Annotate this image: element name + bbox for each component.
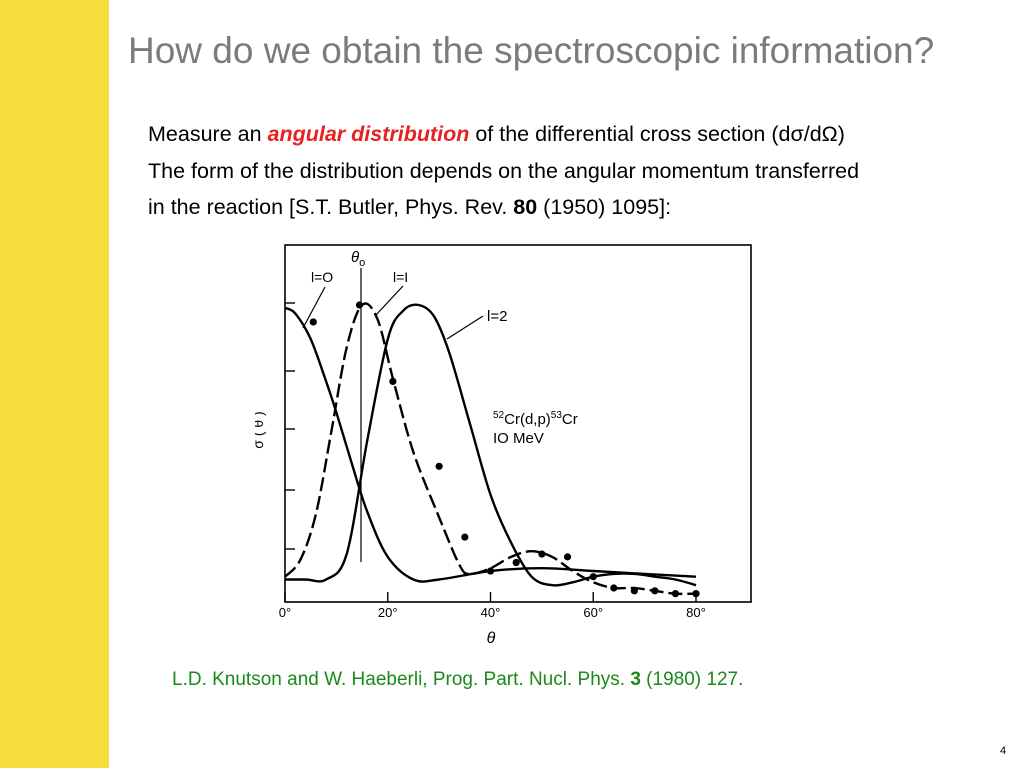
curves	[284, 302, 697, 596]
highlighted-term: angular distribution	[267, 122, 470, 146]
x-axis-label: θ	[487, 630, 496, 647]
label-leader-lines	[302, 268, 484, 562]
citation-end: (1980) 127.	[640, 669, 744, 690]
x-tick-label-3: 60°	[583, 605, 603, 620]
data-point	[486, 567, 495, 575]
y-axis-label: σ ( θ )	[255, 411, 266, 448]
x-tick-labels: 0° 20° 40° 60° 80°	[279, 605, 706, 620]
x-tick-label-4: 80°	[686, 605, 706, 620]
data-point	[651, 587, 659, 595]
angular-distribution-figure: 0°20°40°60°80° σ ( θ ) θ θo l=O l=I l=2 …	[255, 238, 765, 653]
data-point	[309, 318, 317, 326]
page-number: 4	[1000, 745, 1007, 757]
series-label-l0: l=O	[311, 269, 333, 285]
body-line-2: The form of the distribution depends on …	[148, 158, 860, 183]
data-points	[309, 301, 700, 598]
theta0-label: θo	[351, 249, 365, 269]
x-tick-label-1: 20°	[378, 605, 398, 620]
leader-l2	[446, 315, 484, 340]
theta0-symbol: θ	[351, 249, 359, 266]
plot-frame	[284, 244, 752, 603]
reaction-equation: Cr(d,p)	[504, 411, 551, 428]
y-tick-marks	[285, 302, 295, 550]
curve-l2	[284, 303, 697, 587]
data-point	[389, 377, 397, 386]
body-line-1-start: Measure an	[148, 122, 268, 146]
reference-volume: 80	[513, 195, 538, 219]
data-point	[435, 462, 443, 470]
curve-l0	[284, 306, 697, 583]
body-line-3-start: in the reaction [S.T. Butler, Phys. Rev.	[148, 195, 514, 219]
data-point	[563, 553, 572, 561]
data-point	[461, 533, 469, 541]
data-point	[589, 573, 597, 581]
angular-distribution-chart: 0°20°40°60°80° σ ( θ ) θ θo l=O l=I l=2 …	[255, 244, 752, 647]
data-point	[610, 584, 618, 592]
yellow-side-bar	[0, 0, 109, 768]
leader-l0	[302, 286, 326, 329]
beam-energy-label: IO MeV	[493, 430, 544, 447]
data-point	[538, 550, 546, 558]
slide-title: How do we obtain the spectroscopic infor…	[128, 30, 935, 71]
body-line-3-end: (1950) 1095]:	[537, 195, 672, 219]
theta0-subscript: o	[359, 257, 365, 269]
citation-start: L.D. Knutson and W. Haeberli, Prog. Part…	[172, 669, 631, 690]
series-label-l2: l=2	[487, 308, 507, 325]
data-point	[630, 587, 638, 595]
body-line-3: in the reaction [S.T. Butler, Phys. Rev.…	[148, 189, 1008, 226]
data-point	[355, 301, 364, 309]
x-tick-label-2: 40°	[481, 605, 501, 620]
data-point	[692, 590, 700, 598]
body-line-1: Measure an angular distribution of the d…	[148, 116, 1008, 153]
reaction-label: 52Cr(d,p)53Cr	[493, 410, 578, 428]
reaction-target-mass: 52	[493, 410, 505, 421]
series-label-l1: l=I	[393, 269, 408, 285]
reaction-residual: Cr	[562, 411, 578, 428]
data-point	[671, 590, 680, 598]
leader-l1	[374, 285, 404, 317]
slide-body-text: Measure an angular distribution of the d…	[148, 116, 1008, 226]
reaction-residual-mass: 53	[551, 410, 563, 421]
data-point	[512, 558, 520, 567]
body-line-1-end: of the differential cross section (dσ/dΩ…	[469, 122, 845, 146]
citation-volume: 3	[630, 669, 641, 690]
figure-citation: L.D. Knutson and W. Haeberli, Prog. Part…	[172, 669, 743, 691]
x-tick-label-0: 0°	[279, 605, 291, 620]
